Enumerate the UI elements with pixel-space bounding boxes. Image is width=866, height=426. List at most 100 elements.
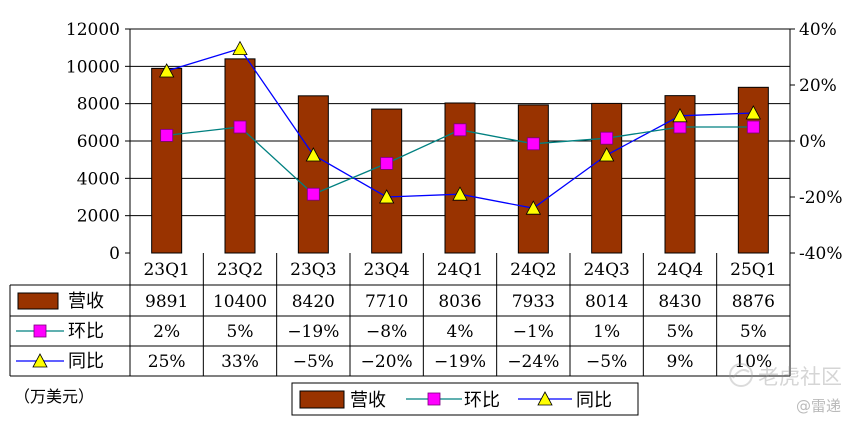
- left-tick-label: 0: [109, 244, 120, 264]
- left-tick-label: 2000: [77, 207, 120, 227]
- mom-marker: [600, 131, 614, 145]
- category-label: 24Q2: [510, 260, 556, 280]
- row-label: 营收: [68, 291, 104, 312]
- yoy-marker: [672, 107, 688, 123]
- unit-label: （万美元）: [14, 387, 94, 406]
- right-tick-label: 0%: [799, 132, 826, 152]
- legend-revenue-swatch: [299, 390, 345, 409]
- table-value: 5%: [227, 322, 254, 342]
- table-value: −5%: [586, 352, 627, 372]
- data-table: [9, 253, 791, 377]
- right-tick-label: 20%: [799, 76, 837, 96]
- revenue-bar: [224, 58, 256, 254]
- table-value: 8430: [658, 292, 701, 312]
- revenue-bar: [151, 67, 183, 254]
- legend-mom-label: 环比: [464, 390, 500, 411]
- table-value: 33%: [221, 352, 259, 372]
- category-label: 25Q1: [730, 260, 776, 280]
- revenue-bars: [151, 58, 769, 254]
- tiger-watermark: 老虎社区: [729, 363, 842, 389]
- table-value: 1%: [593, 322, 620, 342]
- left-tick-label: 10000: [66, 57, 120, 77]
- mom-marker: [233, 120, 247, 134]
- yoy-marker: [305, 147, 322, 162]
- right-tick-label: -40%: [799, 244, 843, 264]
- category-label: 23Q1: [143, 260, 189, 280]
- table-value: −1%: [513, 322, 554, 342]
- yoy-key-marker: [32, 353, 48, 368]
- yoy-marker: [232, 40, 248, 55]
- tiger-logo-icon: [729, 363, 753, 387]
- revenue-bar: [664, 95, 696, 254]
- left-axis-ticks: 0 2000 4000 6000 8000 10000 12000: [66, 20, 130, 264]
- series-markers: [158, 40, 762, 215]
- tiger-watermark-text: 老虎社区: [758, 365, 842, 389]
- table-value: 10%: [734, 352, 772, 372]
- table-value: 8036: [438, 292, 481, 312]
- table-value: 8420: [292, 292, 335, 312]
- table-value: 9891: [145, 292, 188, 312]
- table-value: −5%: [293, 352, 334, 372]
- table-value: 10400: [213, 292, 267, 312]
- right-tick-label: -20%: [799, 188, 843, 208]
- mom-marker: [453, 123, 467, 137]
- legend-revenue-label: 营收: [350, 390, 386, 411]
- mom-marker: [746, 120, 760, 134]
- leiti-watermark: @雷递: [796, 397, 841, 415]
- row-label: 环比: [68, 321, 104, 342]
- yoy-marker: [378, 189, 395, 204]
- row-label: 同比: [68, 351, 104, 372]
- mom-key-marker: [33, 324, 47, 338]
- yoy-marker: [745, 105, 762, 120]
- left-tick-label: 8000: [77, 95, 120, 115]
- revenue-bar: [371, 108, 403, 254]
- revenue-bar: [517, 104, 549, 254]
- table-value: 9%: [667, 352, 694, 372]
- table-value: 5%: [740, 322, 767, 342]
- revenue-key-swatch: [17, 292, 59, 310]
- table-value: 7710: [365, 292, 408, 312]
- table-value: 2%: [153, 322, 180, 342]
- yoy-marker: [598, 147, 615, 162]
- table-value: −19%: [434, 352, 486, 372]
- legend-yoy-marker: [537, 391, 553, 406]
- category-label: 24Q4: [657, 260, 703, 280]
- legend-mom-marker: [427, 392, 441, 406]
- yoy-marker: [158, 63, 175, 78]
- table-value: −20%: [361, 352, 413, 372]
- category-label: 24Q1: [437, 260, 483, 280]
- mom-marker: [306, 187, 320, 201]
- left-tick-label: 4000: [77, 169, 120, 189]
- revenue-bar: [297, 95, 329, 254]
- category-label: 23Q4: [363, 260, 409, 280]
- tiger-logo-mark: [732, 369, 750, 379]
- right-axis-ticks: -40% -20% 0% 20% 40%: [790, 20, 843, 264]
- category-label: 24Q3: [583, 260, 629, 280]
- legend-yoy-label: 同比: [576, 390, 612, 411]
- table-value: 4%: [447, 322, 474, 342]
- data-table-values: 23Q1 23Q2 23Q3 23Q4 24Q1 24Q2 24Q3 24Q4 25Q1 营收 98…: [68, 260, 777, 372]
- category-label: 23Q2: [217, 260, 263, 280]
- table-value: 8876: [732, 292, 775, 312]
- yoy-marker: [452, 186, 468, 201]
- table-value: 25%: [148, 352, 186, 372]
- left-tick-label: 6000: [77, 132, 120, 152]
- revenue-bar: [591, 102, 623, 254]
- mom-marker: [380, 156, 394, 170]
- table-value: −19%: [287, 322, 339, 342]
- yoy-marker: [525, 200, 542, 215]
- mom-marker: [526, 137, 540, 151]
- table-value: 7933: [512, 292, 555, 312]
- right-tick-label: 40%: [799, 20, 837, 40]
- category-label: 23Q3: [290, 260, 336, 280]
- legend: 营收 环比 同比: [291, 382, 639, 416]
- table-value: −8%: [366, 322, 407, 342]
- table-value: 5%: [667, 322, 694, 342]
- left-tick-label: 12000: [66, 20, 120, 40]
- mom-marker: [160, 128, 174, 142]
- table-value: −24%: [507, 352, 559, 372]
- table-value: 8014: [585, 292, 628, 312]
- legend-frame: [291, 382, 639, 416]
- mom-marker: [673, 120, 687, 134]
